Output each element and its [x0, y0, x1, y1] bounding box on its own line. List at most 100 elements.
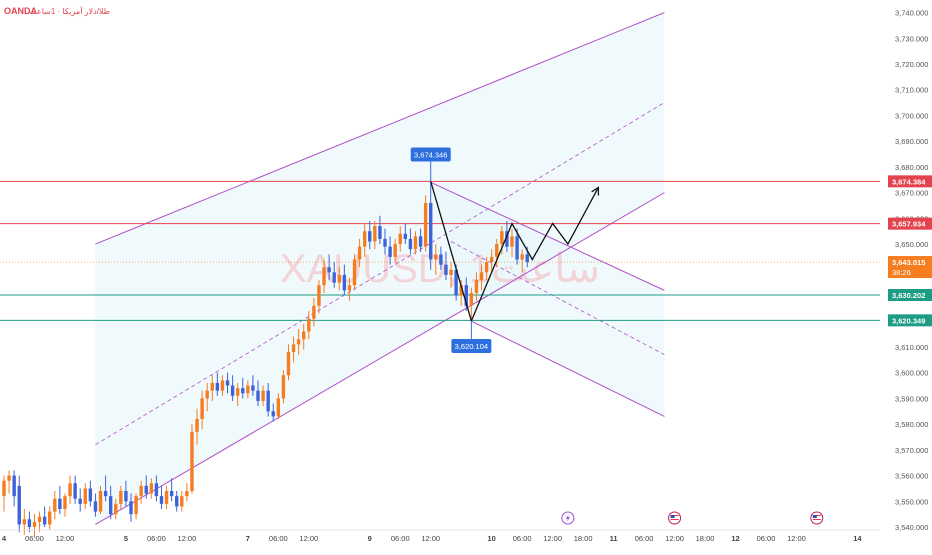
- candle: [413, 231, 418, 255]
- time-tick-label: 06:00: [25, 534, 44, 543]
- candle-body: [444, 264, 448, 275]
- flag-canton: [670, 515, 675, 518]
- candle-body: [32, 521, 37, 527]
- candle: [256, 380, 260, 407]
- candle-body: [347, 285, 352, 291]
- candle-body: [73, 483, 77, 499]
- level-tag-box: [888, 314, 932, 327]
- time-tick-label: 12:00: [177, 534, 196, 543]
- candle-body: [108, 496, 113, 515]
- candle-body: [48, 511, 52, 525]
- candle: [383, 228, 387, 255]
- candle: [251, 375, 255, 396]
- candle: [423, 195, 428, 252]
- lightning-glyph: [565, 514, 570, 522]
- candle: [235, 382, 240, 407]
- candle: [2, 475, 6, 512]
- candle: [7, 470, 11, 494]
- candle-body: [449, 269, 453, 275]
- candle-body: [83, 488, 87, 504]
- candle: [78, 488, 82, 512]
- candle-body: [266, 390, 270, 412]
- candle: [357, 238, 362, 268]
- time-tick-label: 5: [124, 534, 128, 543]
- candle-body: [98, 490, 103, 512]
- candle-body: [317, 285, 321, 306]
- candle: [42, 506, 47, 527]
- candle: [215, 372, 220, 396]
- level-tag-label: 3,657.934: [892, 220, 926, 229]
- candle-body: [220, 380, 225, 391]
- candle: [27, 511, 32, 533]
- candle-body: [373, 226, 377, 242]
- candle: [337, 267, 341, 291]
- candle: [322, 259, 326, 293]
- candle-body: [342, 274, 347, 291]
- candle-body: [398, 233, 402, 245]
- candle: [114, 498, 118, 520]
- candle: [429, 181, 433, 270]
- time-tick-label: 06:00: [757, 534, 776, 543]
- flag-stripe: [812, 519, 821, 520]
- candle-body: [484, 262, 489, 273]
- candle-body: [256, 390, 260, 401]
- candle: [230, 375, 235, 401]
- candle: [449, 262, 453, 288]
- price-tick-label: 3,560.000: [895, 472, 928, 481]
- time-tick-label: 12:00: [787, 534, 806, 543]
- candle: [12, 470, 16, 507]
- candle-body: [63, 496, 67, 509]
- candle-body: [139, 485, 143, 497]
- candle: [520, 249, 524, 273]
- candle: [164, 485, 169, 509]
- candle-body: [134, 496, 138, 515]
- candle: [291, 336, 296, 363]
- candle-body: [200, 398, 204, 419]
- candle-body: [144, 485, 148, 494]
- candle: [32, 514, 37, 538]
- candle-body: [388, 246, 392, 257]
- level-tag-label: 3,630.202: [892, 291, 925, 300]
- callout-box: [451, 338, 492, 353]
- candle-body: [230, 385, 235, 396]
- level-price-tag: 3,630.202: [888, 288, 932, 301]
- candle-body: [408, 238, 413, 250]
- candle: [271, 403, 275, 422]
- candle: [515, 228, 519, 265]
- candle: [88, 480, 93, 507]
- candle-body: [479, 272, 484, 281]
- candle: [68, 475, 72, 504]
- candle: [129, 493, 133, 522]
- candle: [469, 287, 474, 321]
- candle-body: [281, 375, 286, 399]
- candle-body: [154, 483, 159, 497]
- candle: [58, 485, 62, 515]
- candle-body: [58, 498, 62, 509]
- time-tick-label: 06:00: [147, 534, 166, 543]
- candle: [119, 485, 123, 509]
- price-tick-label: 3,740.000: [895, 9, 928, 18]
- candle: [434, 244, 438, 275]
- countdown-label: 38:26: [892, 268, 911, 277]
- time-tick-label: 12:00: [56, 534, 75, 543]
- flag-canton: [812, 515, 817, 518]
- candle: [484, 256, 489, 281]
- descending-channel-median: [450, 241, 665, 356]
- candle: [103, 475, 108, 502]
- candle-body: [114, 503, 118, 515]
- candle: [418, 228, 423, 252]
- candle-body: [332, 272, 336, 283]
- candle-body: [362, 231, 367, 247]
- candle-body: [246, 385, 250, 394]
- current-price-label: 3,643.015: [892, 258, 925, 267]
- candle: [180, 490, 184, 512]
- candle-body: [261, 390, 265, 401]
- flag-stripe: [670, 519, 679, 520]
- candle: [225, 372, 230, 394]
- candle: [139, 480, 143, 504]
- candle: [154, 475, 159, 502]
- candle: [368, 220, 372, 250]
- flag-stripe: [812, 521, 821, 522]
- candle-body: [337, 274, 341, 283]
